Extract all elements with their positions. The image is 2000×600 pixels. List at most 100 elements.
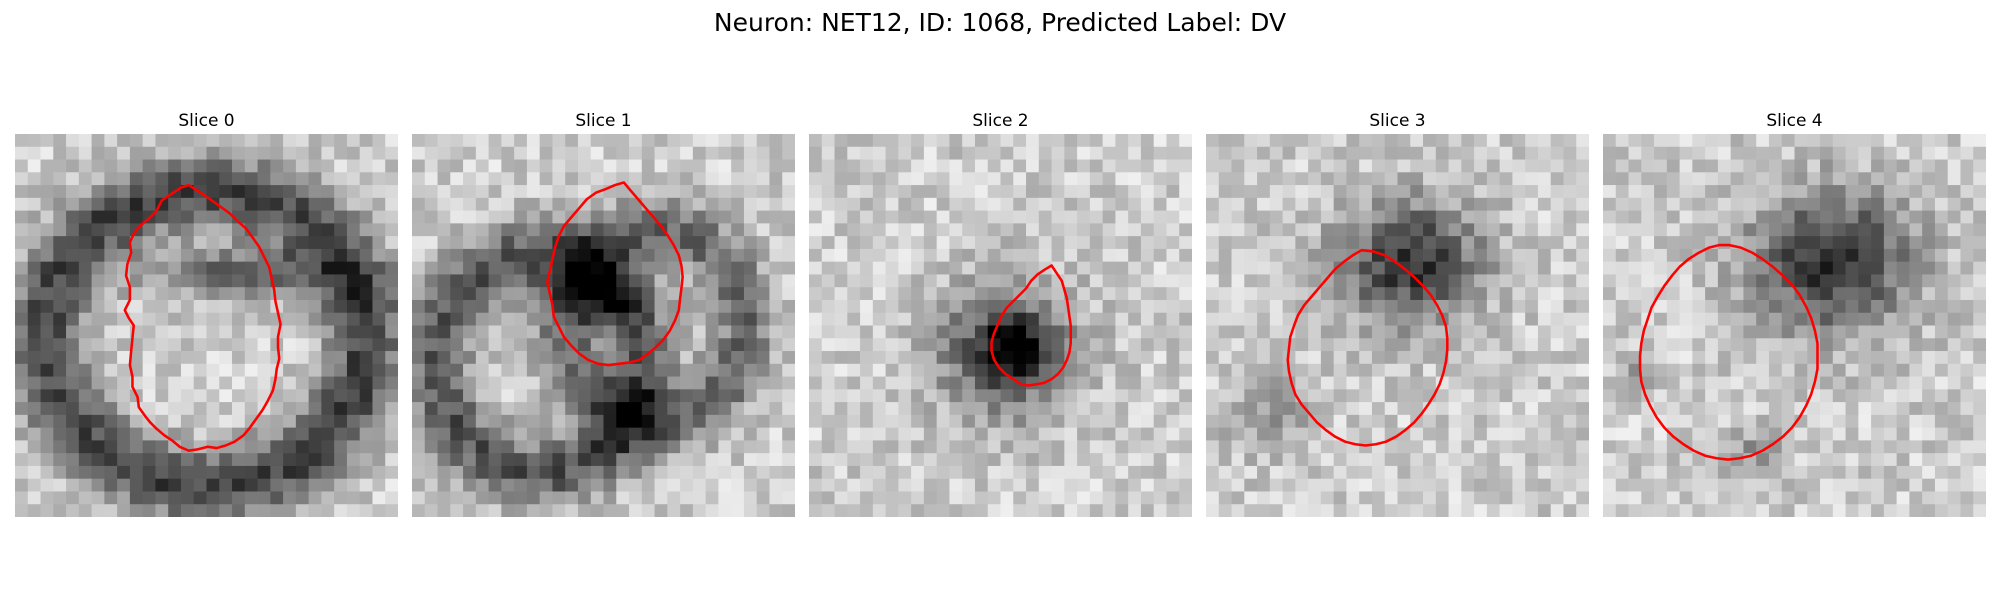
pixel	[424, 299, 438, 314]
pixel	[1973, 299, 1986, 314]
pixel	[692, 236, 707, 250]
pixel	[1628, 312, 1642, 326]
pixel	[885, 504, 899, 517]
pixel	[78, 159, 92, 173]
pixel	[450, 363, 464, 377]
pixel	[1257, 172, 1271, 186]
pixel	[372, 363, 386, 377]
pixel	[1359, 236, 1373, 250]
pixel	[526, 453, 541, 467]
pixel	[206, 159, 220, 173]
pixel	[412, 351, 426, 365]
pixel	[1832, 427, 1846, 441]
pixel	[769, 453, 783, 467]
pixel	[1448, 414, 1462, 429]
pixel	[346, 261, 361, 275]
pixel	[1947, 389, 1961, 403]
pixel	[1603, 440, 1617, 454]
pixel	[334, 223, 348, 237]
pixel	[1934, 312, 1949, 326]
pixel	[1845, 376, 1859, 390]
pixel	[1781, 465, 1795, 480]
pixel	[372, 248, 386, 263]
pixel	[206, 325, 220, 339]
pixel	[1960, 427, 1974, 441]
pixel	[1845, 261, 1859, 275]
pixel	[1269, 440, 1283, 454]
pixel	[872, 287, 886, 301]
pixel	[1282, 478, 1296, 492]
pixel	[1768, 172, 1783, 186]
pixel	[1128, 223, 1142, 237]
pixel	[1550, 389, 1564, 403]
pixel	[936, 210, 950, 224]
pixel	[692, 402, 707, 416]
pixel	[565, 248, 579, 263]
pixel	[1102, 197, 1116, 211]
pixel	[1128, 376, 1142, 390]
pixel	[244, 504, 258, 517]
pixel	[1845, 312, 1859, 326]
pixel	[450, 197, 464, 211]
pixel	[974, 312, 989, 326]
pixel	[1947, 299, 1961, 314]
pixel	[1308, 389, 1322, 403]
pixel	[731, 223, 745, 237]
pixel	[1615, 325, 1629, 339]
pixel	[923, 312, 938, 326]
pixel	[641, 325, 655, 339]
pixel	[1064, 223, 1078, 237]
pixel	[1666, 414, 1680, 429]
pixel	[1308, 223, 1322, 237]
pixel	[1654, 338, 1668, 352]
pixel	[834, 453, 848, 467]
pixel	[1922, 427, 1936, 441]
pixel	[475, 491, 489, 505]
pixel	[949, 185, 963, 199]
pixel	[450, 223, 464, 237]
pixel	[1397, 389, 1411, 403]
pixel	[129, 185, 144, 199]
pixel	[193, 338, 207, 352]
pixel	[974, 274, 989, 288]
pixel	[1038, 172, 1052, 186]
pixel	[1537, 134, 1552, 148]
pixel	[1346, 159, 1360, 173]
pixel	[346, 363, 361, 377]
pixel	[450, 351, 464, 365]
pixel	[1883, 312, 1898, 326]
pixel	[885, 261, 899, 275]
pixel	[641, 414, 655, 429]
pixel	[1269, 134, 1283, 148]
pixel	[911, 223, 925, 237]
pixel	[78, 274, 92, 288]
pixel	[1128, 159, 1142, 173]
pixel	[680, 491, 694, 505]
pixel	[1692, 197, 1706, 211]
pixel	[885, 312, 899, 326]
pixel	[898, 325, 912, 339]
pixel	[821, 312, 835, 326]
pixel	[155, 440, 169, 454]
pixel	[1512, 146, 1526, 160]
pixel	[911, 146, 925, 160]
pixel	[1089, 427, 1104, 441]
pixel	[270, 172, 284, 186]
pixel	[718, 197, 732, 211]
pixel	[565, 299, 579, 314]
pixel	[257, 287, 271, 301]
pixel	[219, 261, 233, 275]
pixel	[654, 312, 668, 326]
pixel	[847, 402, 861, 416]
pixel	[1947, 223, 1961, 237]
pixel	[1717, 261, 1732, 275]
pixel	[104, 363, 118, 377]
pixel	[129, 491, 144, 505]
pixel	[1781, 440, 1795, 454]
pixel	[78, 197, 92, 211]
pixel	[1077, 363, 1091, 377]
pixel	[359, 427, 373, 441]
pixel	[1756, 427, 1770, 441]
pixel	[1038, 338, 1052, 352]
pixel	[1486, 312, 1501, 326]
